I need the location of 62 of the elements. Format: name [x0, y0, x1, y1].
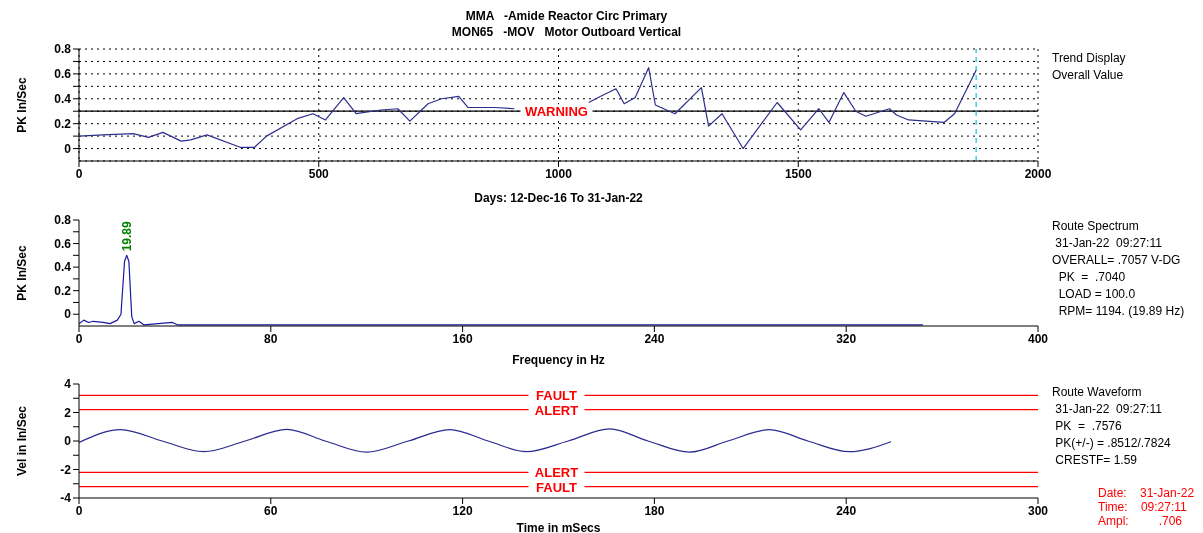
x-tick-label: 300	[1027, 503, 1049, 518]
y-tick-label: -2	[60, 462, 72, 477]
y-tick-label: 0.8	[54, 213, 72, 228]
text: LOAD = 100.0	[1057, 286, 1137, 303]
x-tick-label: 0	[75, 331, 83, 346]
x-tick-label: 1500	[784, 166, 812, 181]
x-tick-label: 240	[836, 503, 857, 518]
y-tick-label: 0.6	[54, 67, 72, 82]
x-tick-label: 120	[452, 503, 473, 518]
x-tick-label: 500	[308, 166, 330, 181]
x-tick-label: 0	[75, 503, 83, 518]
x-tick-label: 1000	[545, 166, 573, 181]
text: RPM= 1194. (19.89 Hz)	[1057, 303, 1185, 320]
x-tick-label: 180	[644, 503, 665, 518]
text: Trend Display	[1052, 50, 1126, 67]
x-tick-label: 60	[264, 503, 278, 518]
y-tick-label: 0	[64, 434, 72, 449]
text: CRESTF= 1.59	[1054, 452, 1139, 469]
y-tick-label: -4	[60, 491, 72, 506]
x-tick-label: 320	[836, 331, 857, 346]
ref-line-label: FAULT	[536, 388, 578, 404]
text: Time: 09:27:11	[1098, 500, 1188, 514]
ref-line-label: ALERT	[534, 402, 579, 418]
ref-line-label: FAULT	[536, 479, 578, 495]
text: OVERALL= .7057 V-DG	[1052, 252, 1182, 269]
x-tick-label: 160	[452, 331, 473, 346]
y-tick-label: 0.4	[54, 92, 72, 107]
y-tick-label: 0.4	[54, 260, 72, 275]
text: PK(+/-) = .8512/.7824	[1054, 435, 1171, 452]
y-tick-label: 4	[64, 377, 72, 392]
x-axis-title: Time in mSecs	[516, 521, 601, 533]
y-tick-label: 0	[64, 307, 72, 322]
text: PK = .7576	[1054, 418, 1123, 435]
text: Route Waveform	[1052, 384, 1143, 401]
y-tick-label: 0.8	[54, 42, 72, 57]
text: 31-Jan-22 09:27:11	[1054, 401, 1163, 418]
annotation: 19.89	[119, 220, 134, 252]
text: 31-Jan-22 09:27:11	[1054, 235, 1163, 252]
ref-line-label: WARNING	[525, 104, 588, 120]
x-tick-label: 80	[264, 331, 278, 346]
chart-subtitle: MON65 -MOV Motor Outboard Vertical	[450, 24, 683, 40]
y-axis-title: Vel in In/Sec	[15, 405, 30, 477]
y-tick-label: 0.6	[54, 236, 72, 251]
x-axis-title: Days: 12-Dec-16 To 31-Jan-22	[474, 191, 644, 205]
y-tick-label: 2	[64, 405, 72, 420]
y-axis-title: PK In/Sec	[15, 77, 30, 133]
x-tick-label: 240	[644, 331, 665, 346]
y-tick-label: 0.2	[54, 116, 72, 131]
ref-line-label: ALERT	[534, 465, 579, 481]
text: PK = .7040	[1057, 269, 1127, 286]
y-tick-label: 0	[64, 141, 72, 156]
x-tick-label: 2000	[1024, 166, 1052, 181]
text: Date: 31-Jan-22	[1098, 486, 1195, 500]
y-tick-label: 0.2	[54, 283, 72, 298]
text: Overall Value	[1052, 67, 1125, 84]
text: Ampl: .706	[1098, 514, 1184, 528]
y-axis-title: PK In/Sec	[15, 245, 30, 301]
text: Route Spectrum	[1052, 218, 1140, 235]
x-tick-label: 400	[1027, 331, 1049, 346]
chart-title: MMA -Amide Reactor Circ Primary	[464, 8, 669, 24]
x-tick-label: 0	[75, 166, 83, 181]
x-axis-title: Frequency in Hz	[512, 353, 605, 367]
